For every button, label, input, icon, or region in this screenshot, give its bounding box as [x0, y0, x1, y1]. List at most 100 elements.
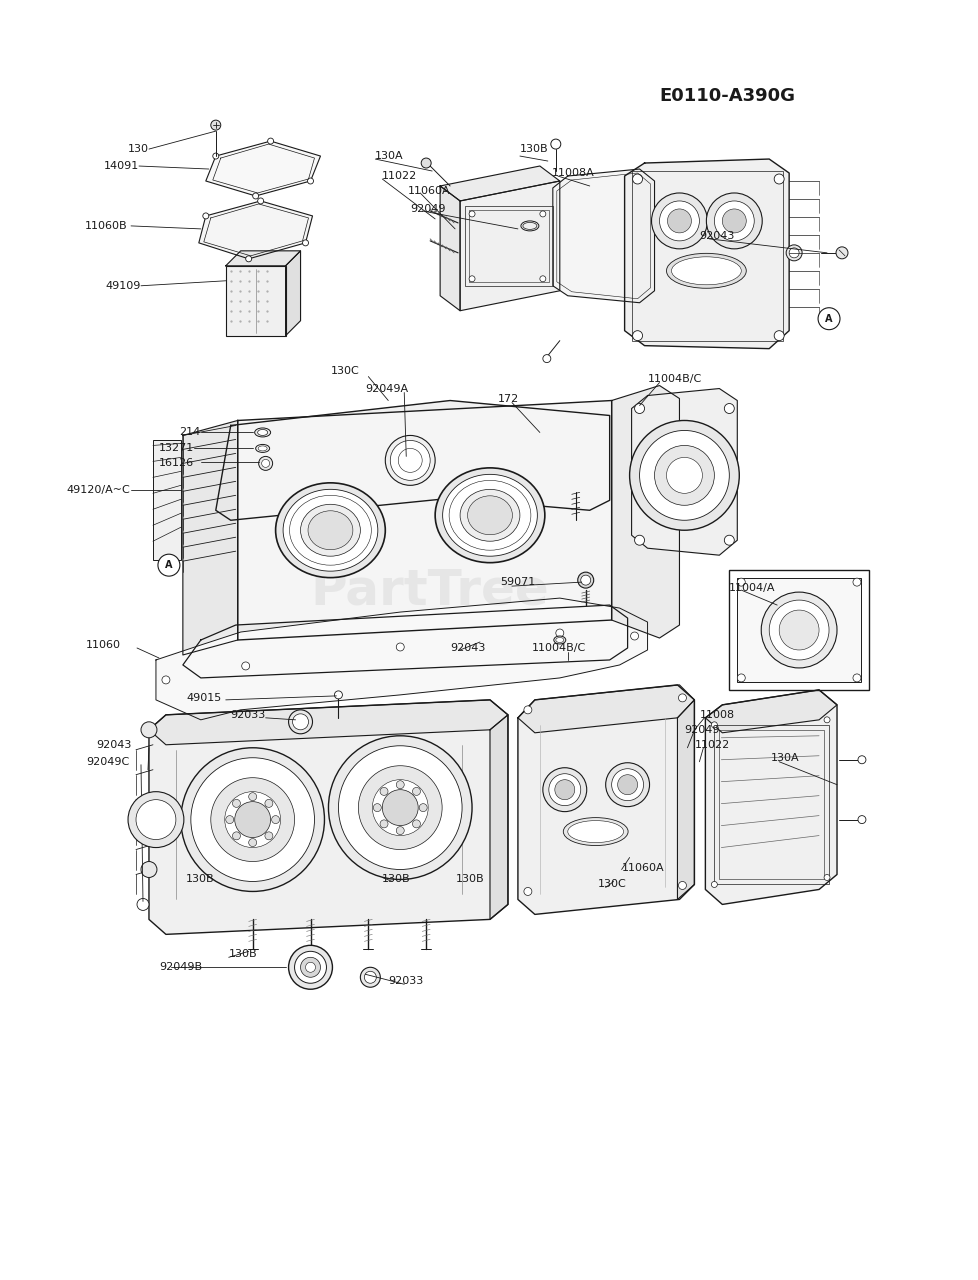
Circle shape [212, 154, 218, 159]
Circle shape [542, 355, 551, 362]
Circle shape [580, 575, 590, 585]
Circle shape [523, 705, 531, 714]
Text: 14091: 14091 [104, 161, 139, 172]
Circle shape [372, 780, 427, 836]
Text: A: A [824, 314, 832, 324]
Circle shape [774, 330, 783, 340]
Bar [631, 172, 782, 340]
Circle shape [136, 800, 176, 840]
Ellipse shape [666, 253, 745, 288]
Polygon shape [490, 714, 508, 919]
Circle shape [774, 174, 783, 184]
Ellipse shape [554, 636, 565, 644]
Circle shape [334, 691, 342, 699]
Text: 11060A: 11060A [621, 863, 663, 873]
Circle shape [556, 628, 563, 637]
Polygon shape [631, 389, 736, 556]
Circle shape [289, 946, 333, 989]
Circle shape [305, 963, 315, 973]
Circle shape [788, 248, 798, 257]
Circle shape [659, 201, 698, 241]
Circle shape [373, 804, 380, 812]
Circle shape [736, 579, 744, 586]
Circle shape [539, 211, 546, 216]
Circle shape [769, 600, 828, 660]
Circle shape [307, 178, 313, 184]
Polygon shape [440, 166, 559, 201]
Ellipse shape [300, 504, 360, 557]
Text: 130A: 130A [771, 753, 799, 763]
Bar [226, 266, 286, 335]
Text: 130A: 130A [375, 151, 404, 161]
Ellipse shape [434, 468, 545, 563]
Text: 13271: 13271 [158, 443, 194, 453]
Circle shape [292, 714, 308, 730]
Polygon shape [611, 385, 679, 637]
Bar [736, 579, 860, 682]
Circle shape [379, 787, 387, 795]
Polygon shape [517, 685, 693, 914]
Circle shape [639, 430, 729, 520]
Circle shape [398, 448, 422, 472]
Circle shape [257, 198, 263, 204]
Circle shape [202, 212, 208, 219]
Circle shape [706, 193, 762, 248]
Polygon shape [517, 685, 693, 732]
Polygon shape [705, 690, 836, 905]
Text: 92033: 92033 [388, 977, 423, 987]
Circle shape [294, 951, 326, 983]
Circle shape [761, 593, 836, 668]
Circle shape [232, 832, 241, 840]
Polygon shape [215, 401, 609, 520]
Text: 11060A: 11060A [408, 186, 451, 196]
Circle shape [302, 239, 308, 246]
Circle shape [157, 554, 180, 576]
Text: 92033: 92033 [231, 710, 266, 719]
Circle shape [678, 882, 686, 890]
Circle shape [141, 722, 156, 737]
Circle shape [265, 832, 273, 840]
Circle shape [141, 861, 156, 878]
Text: 49015: 49015 [187, 692, 222, 703]
Circle shape [261, 460, 269, 467]
Text: 11004B/C: 11004B/C [531, 643, 586, 653]
Polygon shape [226, 251, 300, 266]
Circle shape [551, 140, 560, 148]
Circle shape [852, 579, 860, 586]
Circle shape [823, 874, 829, 881]
Polygon shape [553, 169, 654, 303]
Polygon shape [238, 401, 611, 640]
Circle shape [248, 838, 256, 846]
Circle shape [611, 769, 643, 801]
Text: 130C: 130C [331, 366, 359, 375]
Text: A: A [165, 561, 172, 570]
Circle shape [651, 193, 707, 248]
Circle shape [419, 804, 426, 812]
Circle shape [778, 611, 819, 650]
Text: 92043: 92043 [450, 643, 485, 653]
Circle shape [630, 632, 638, 640]
Circle shape [412, 787, 420, 795]
Text: 92049: 92049 [410, 204, 445, 214]
Ellipse shape [556, 637, 563, 643]
Polygon shape [199, 201, 312, 259]
Circle shape [632, 330, 642, 340]
Circle shape [823, 717, 829, 723]
Text: 92049A: 92049A [365, 384, 408, 393]
Ellipse shape [671, 257, 740, 284]
Circle shape [577, 572, 593, 588]
Circle shape [666, 457, 701, 493]
Circle shape [289, 710, 312, 733]
Circle shape [181, 748, 324, 891]
Polygon shape [183, 605, 627, 678]
Circle shape [539, 275, 546, 282]
Circle shape [605, 763, 648, 806]
Circle shape [329, 736, 471, 879]
Ellipse shape [460, 489, 519, 541]
Text: 49120/A~C: 49120/A~C [67, 485, 130, 495]
Bar [465, 206, 553, 285]
Circle shape [225, 791, 281, 847]
Circle shape [857, 755, 866, 764]
Circle shape [210, 778, 294, 861]
Polygon shape [705, 690, 836, 732]
